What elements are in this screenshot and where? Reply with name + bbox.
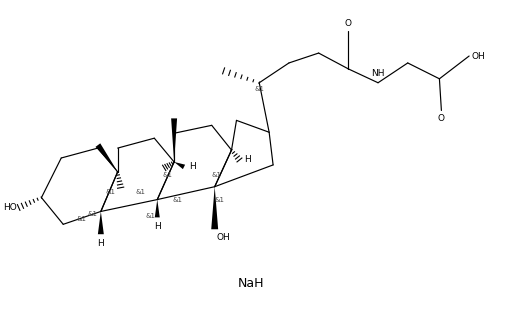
- Polygon shape: [98, 211, 104, 234]
- Text: &1: &1: [76, 216, 86, 222]
- Text: &1: &1: [215, 197, 225, 203]
- Polygon shape: [155, 200, 160, 217]
- Text: OH: OH: [217, 233, 230, 242]
- Text: NH: NH: [371, 69, 385, 78]
- Text: &1: &1: [212, 172, 222, 178]
- Polygon shape: [96, 143, 118, 172]
- Text: &1: &1: [172, 197, 182, 203]
- Text: O: O: [438, 114, 445, 123]
- Text: NaH: NaH: [238, 277, 265, 290]
- Text: H: H: [97, 239, 104, 248]
- Text: &1: &1: [135, 189, 146, 195]
- Text: &1: &1: [162, 172, 172, 178]
- Text: HO: HO: [3, 203, 17, 212]
- Text: &1: &1: [254, 86, 264, 92]
- Polygon shape: [171, 118, 177, 162]
- Text: H: H: [244, 155, 251, 165]
- Text: O: O: [345, 19, 352, 28]
- Text: H: H: [154, 222, 161, 231]
- Polygon shape: [174, 162, 185, 169]
- Text: H: H: [189, 162, 196, 171]
- Text: &1: &1: [88, 211, 98, 217]
- Text: OH: OH: [471, 51, 485, 61]
- Polygon shape: [211, 187, 218, 229]
- Text: &1: &1: [106, 189, 116, 195]
- Text: &1: &1: [146, 214, 155, 219]
